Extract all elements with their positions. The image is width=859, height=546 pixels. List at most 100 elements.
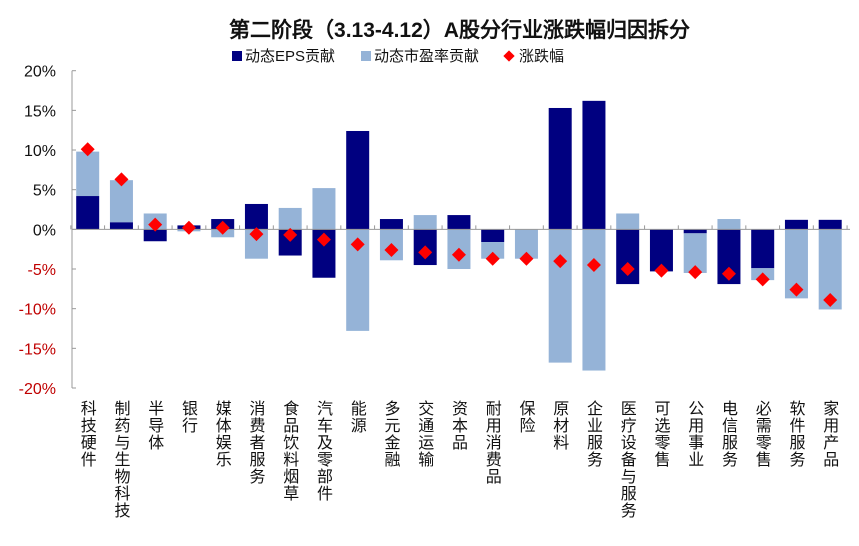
- bar-pe: [616, 213, 640, 230]
- marker-change: [519, 251, 534, 266]
- chart-title: 第二阶段（3.13-4.12）A股分行业涨跌幅归因拆分: [229, 19, 690, 42]
- bar-pe: [278, 207, 302, 230]
- marker-change: [384, 242, 399, 257]
- x-tick-label: 资本品: [448, 400, 466, 451]
- marker-change: [249, 227, 264, 242]
- bar-eps: [683, 229, 707, 234]
- bar-pe: [413, 215, 437, 230]
- y-tick-label: 10%: [24, 143, 56, 160]
- marker-change: [721, 266, 736, 281]
- bar-pe: [244, 229, 268, 259]
- x-tick-label: 科技硬件: [77, 400, 95, 468]
- marker-change: [114, 172, 129, 187]
- marker-change: [283, 227, 298, 242]
- legend-item-pe: 动态市盈率贡献: [361, 45, 479, 66]
- x-tick-label: 公用事业: [685, 400, 703, 468]
- x-tick-label: 制药与生物科技: [111, 400, 129, 519]
- bar-eps: [312, 229, 336, 278]
- y-tick-label: 0%: [33, 222, 56, 239]
- x-tick-label: 软件服务: [786, 400, 804, 468]
- bar-pe: [582, 229, 606, 371]
- x-tick-label: 交通运输: [415, 400, 433, 468]
- bar-eps: [109, 222, 133, 230]
- legend-label-change: 涨跌幅: [519, 48, 565, 65]
- x-tick-label: 半导体: [145, 400, 163, 451]
- x-tick-label: 能源: [347, 400, 365, 434]
- x-tick-label: 家用产品: [820, 400, 838, 468]
- x-tick-label: 消费者服务: [246, 400, 264, 485]
- legend-label-pe: 动态市盈率贡献: [374, 48, 480, 65]
- marker-change: [789, 282, 804, 297]
- marker-change: [418, 245, 433, 260]
- legend-swatch-eps: [232, 50, 242, 61]
- bar-eps: [346, 130, 370, 230]
- marker-change: [688, 265, 703, 280]
- x-tick-label: 可选零售: [651, 400, 669, 468]
- x-tick-label: 耐用消费品: [482, 400, 500, 485]
- x-tick-label: 媒体娱乐: [212, 400, 230, 468]
- bar-eps: [379, 219, 403, 230]
- bar-pe: [481, 242, 505, 259]
- bar-eps: [76, 196, 100, 230]
- bar-eps: [481, 229, 505, 243]
- x-tick-label: 电信服务: [718, 400, 736, 468]
- bar-pe: [76, 151, 100, 197]
- bar-eps: [616, 229, 640, 285]
- marker-change: [485, 251, 500, 266]
- marker-change: [823, 292, 838, 307]
- bar-eps: [447, 215, 471, 230]
- y-tick-label: -20%: [19, 381, 56, 398]
- x-tick-label: 必需零售: [752, 400, 770, 468]
- bar-eps: [582, 100, 606, 230]
- x-tick-label: 原材料: [550, 400, 568, 451]
- bar-pe: [683, 233, 707, 273]
- bar-pe: [346, 229, 370, 331]
- bar-pe: [548, 229, 572, 363]
- bar-eps: [143, 229, 167, 242]
- bar-pe: [312, 188, 336, 230]
- y-tick-label: 20%: [24, 64, 56, 81]
- marker-change: [755, 272, 770, 287]
- bar-pe: [784, 229, 808, 299]
- bar-pe: [109, 180, 133, 223]
- bar-pe: [717, 219, 741, 230]
- marker-change: [350, 237, 365, 252]
- marker-change: [451, 247, 466, 262]
- legend-swatch-pe: [361, 50, 372, 61]
- marker-change: [586, 258, 601, 273]
- marker-change: [181, 220, 196, 235]
- bar-eps: [818, 219, 842, 230]
- bar-eps: [244, 203, 268, 230]
- legend-item-change: 涨跌幅: [503, 45, 565, 66]
- marker-change: [553, 254, 568, 269]
- bar-eps: [717, 229, 741, 285]
- y-tick-label: -15%: [19, 341, 56, 358]
- x-tick-label: 多元金融: [381, 400, 399, 468]
- marker-change: [80, 142, 95, 157]
- x-tick-label: 食品饮料烟草: [280, 400, 298, 502]
- marker-change: [215, 220, 230, 235]
- x-tick-label: 银行: [178, 400, 196, 434]
- x-tick-label: 企业服务: [583, 400, 601, 468]
- y-tick-label: -5%: [28, 262, 56, 279]
- x-tick-label: 医疗设备与服务: [617, 400, 635, 519]
- bar-eps: [751, 229, 775, 269]
- y-tick-label: -10%: [19, 302, 56, 319]
- x-tick-label: 汽车及零部件: [313, 400, 331, 502]
- legend: 动态EPS贡献 动态市盈率贡献 涨跌幅: [232, 45, 564, 66]
- marker-change: [620, 262, 635, 277]
- legend-item-eps: 动态EPS贡献: [232, 45, 335, 66]
- bar-eps: [784, 219, 808, 230]
- bar-eps: [649, 229, 673, 272]
- x-tick-label: 保险: [516, 400, 534, 434]
- legend-label-eps: 动态EPS贡献: [245, 48, 336, 65]
- marker-change: [316, 232, 331, 247]
- bar-pe: [514, 229, 538, 259]
- bar-pe: [818, 229, 842, 310]
- marker-change: [148, 217, 163, 232]
- bar-eps: [548, 107, 572, 230]
- marker-change: [654, 263, 669, 278]
- y-tick-label: 5%: [33, 183, 56, 200]
- y-tick-label: 15%: [24, 103, 56, 120]
